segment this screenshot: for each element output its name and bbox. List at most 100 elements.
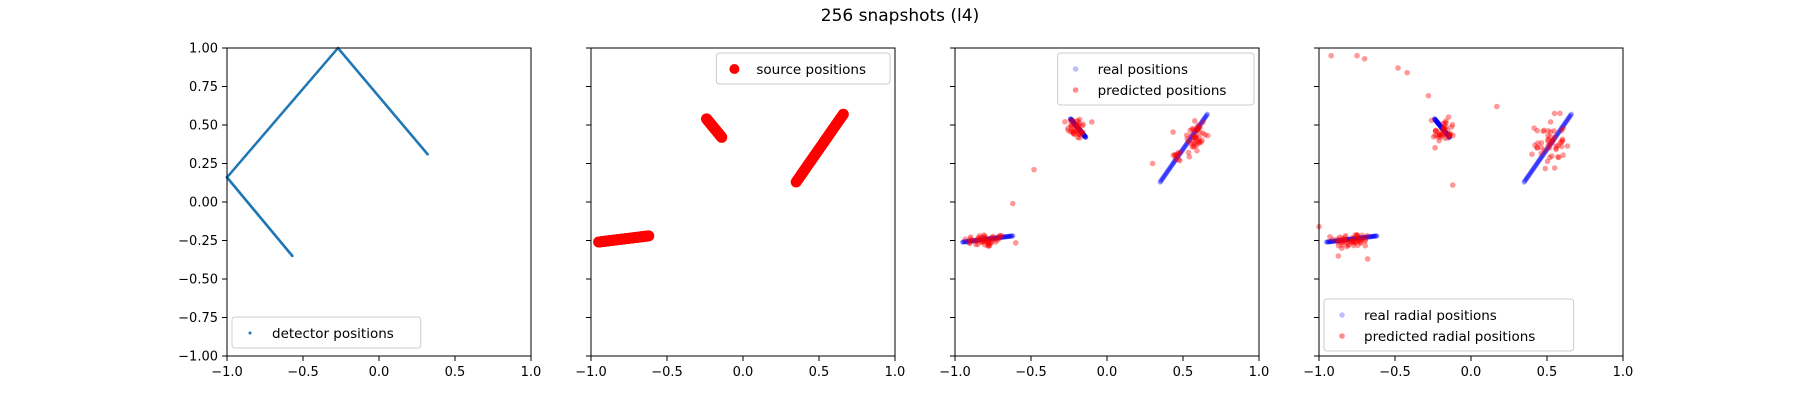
real-point	[1074, 124, 1080, 130]
real-point	[1076, 126, 1082, 132]
real-point	[1335, 238, 1341, 244]
predicted-point	[1170, 152, 1177, 159]
real-point	[1563, 119, 1569, 125]
predicted-point	[1440, 125, 1447, 131]
real-point	[1171, 159, 1177, 165]
predicted-point	[1336, 238, 1342, 244]
predicted-point	[1065, 125, 1071, 132]
real-point	[1082, 133, 1088, 139]
real-point	[999, 234, 1005, 240]
x-tick-label: −1.0	[939, 365, 971, 380]
real-point	[1075, 125, 1081, 131]
predicted-point	[1070, 130, 1077, 137]
predicted-point	[1197, 129, 1203, 136]
real-point	[1339, 237, 1345, 243]
real-point	[1072, 121, 1078, 127]
predicted-point	[1557, 139, 1564, 146]
predicted-point	[1430, 134, 1437, 140]
predicted-point	[1555, 142, 1562, 149]
predicted-point	[1448, 124, 1455, 130]
real-point	[1000, 234, 1007, 240]
real-point	[1434, 119, 1440, 125]
real-point	[1560, 124, 1566, 130]
predicted-point	[1172, 152, 1179, 159]
predicted-point	[1540, 128, 1547, 135]
real-point	[1203, 112, 1210, 118]
predicted-point	[1339, 239, 1346, 246]
real-point	[1566, 115, 1572, 121]
legend-label: real radial positions	[1364, 308, 1497, 324]
real-point	[989, 235, 995, 242]
predicted-point	[1547, 134, 1553, 140]
real-point	[1326, 239, 1332, 245]
predicted-point	[1552, 134, 1558, 140]
real-point	[1188, 135, 1194, 141]
real-point	[1568, 111, 1574, 117]
predicted-point	[986, 242, 993, 249]
predicted-point	[1347, 238, 1353, 244]
plot-area	[1316, 52, 1574, 262]
real-point	[1073, 123, 1079, 129]
predicted-point	[1553, 145, 1560, 151]
predicted-point	[1395, 65, 1401, 71]
predicted-point	[1335, 242, 1342, 249]
real-point	[1177, 151, 1183, 157]
legend-box	[715, 52, 891, 85]
real-point	[1081, 132, 1087, 138]
real-point	[1439, 125, 1445, 131]
predicted-point	[980, 234, 986, 241]
real-point	[1199, 119, 1205, 125]
predicted-point	[1194, 124, 1200, 131]
predicted-point	[1339, 235, 1345, 242]
real-point	[1369, 233, 1376, 239]
predicted-point	[1192, 127, 1198, 134]
predicted-point	[1447, 131, 1453, 137]
real-point	[969, 238, 975, 244]
predicted-point	[1188, 132, 1195, 139]
real-point	[1365, 234, 1371, 240]
predicted-point	[985, 239, 992, 246]
axes-frame	[226, 47, 532, 357]
real-point	[985, 236, 992, 242]
real-point	[1369, 233, 1375, 240]
real-point	[1067, 116, 1074, 122]
predicted-point	[994, 234, 1001, 241]
predicted-point	[1334, 236, 1341, 243]
x-tick-label: −0.5	[287, 365, 319, 380]
real-point	[1172, 157, 1178, 164]
real-point	[992, 235, 998, 241]
real-point	[1446, 133, 1452, 139]
predicted-point	[1077, 131, 1084, 138]
real-point	[1434, 119, 1440, 125]
predicted-point	[1450, 132, 1456, 139]
real-point	[1536, 157, 1542, 164]
real-point	[981, 236, 987, 242]
real-point	[1372, 233, 1378, 239]
real-point	[1363, 234, 1369, 240]
predicted-point	[1348, 239, 1355, 245]
real-point	[1161, 173, 1167, 179]
real-point	[1184, 140, 1190, 147]
real-point	[966, 238, 972, 244]
legend-marker	[1072, 87, 1079, 93]
real-point	[1005, 233, 1012, 239]
predicted-point	[1198, 139, 1204, 145]
real-point	[979, 237, 985, 243]
real-point	[1445, 132, 1451, 138]
predicted-point	[1356, 237, 1362, 243]
predicted-point	[1194, 127, 1200, 134]
predicted-point	[1065, 127, 1072, 134]
predicted-point	[1545, 136, 1552, 143]
predicted-point	[1174, 151, 1181, 158]
x-tick-label: 0.0	[369, 365, 390, 380]
real-point	[982, 236, 988, 242]
predicted-point	[1449, 182, 1456, 188]
real-point	[1069, 118, 1076, 124]
real-point	[993, 235, 999, 241]
predicted-point	[1445, 135, 1451, 141]
predicted-point	[1443, 120, 1449, 126]
real-point	[1545, 145, 1551, 151]
predicted-point	[1186, 153, 1193, 160]
legend-marker	[729, 64, 740, 74]
